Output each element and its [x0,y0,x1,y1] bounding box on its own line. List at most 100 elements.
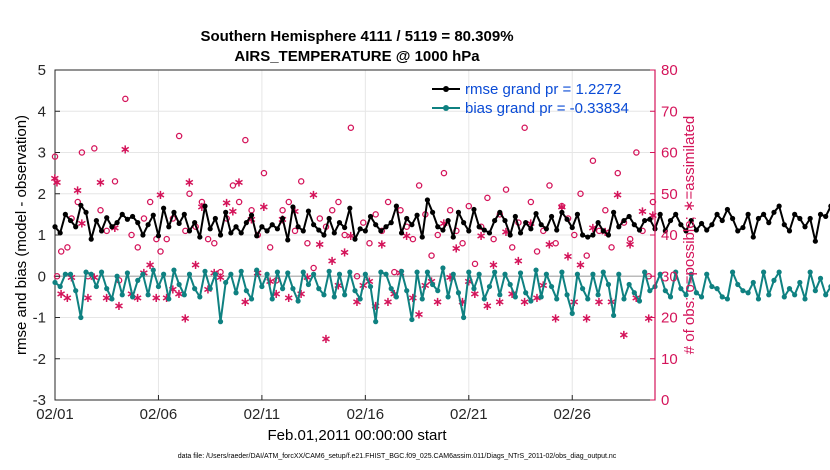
rmse-point [119,211,125,217]
left-tick-label: -2 [33,351,46,368]
obs-assimilated-point: ∗ [101,291,112,306]
rmse-point [269,222,275,228]
rmse-point [486,230,493,236]
obs-assimilated-point: ∗ [550,312,561,327]
rmse-point [409,222,415,228]
bias-point [476,271,482,277]
rmse-point [378,228,384,234]
obs-assimilated-point: ∗ [50,171,61,186]
obs-possible-point [304,239,311,247]
obs-assimilated-point: ∗ [76,217,87,232]
bias-point [605,281,612,288]
obs-possible-point [490,235,497,243]
rmse-point [755,215,762,222]
rmse-point [735,228,741,234]
rmse-point [274,226,281,232]
obs-assimilated-point: ∗ [494,295,505,310]
obs-assimilated-point: ∗ [370,299,381,314]
obs-assimilated-point: ∗ [265,274,276,289]
obs-possible-point [434,231,442,239]
left-tick-label: 2 [38,186,46,203]
bias-point [466,269,472,275]
rmse-point [321,232,327,238]
rmse-point [67,217,74,224]
bias-point [57,283,63,290]
right-tick-label: 70 [661,103,678,120]
rmse-point [424,197,431,203]
rmse-point [388,220,394,226]
obs-possible-point [440,169,448,177]
left-tick-label: 0 [38,268,46,285]
bias-point [657,271,663,277]
obs-possible-point [589,157,597,164]
bias-point [450,271,456,277]
rmse-point [673,211,679,217]
obs-assimilated-point: ∗ [647,208,658,223]
obs-possible-point [428,252,435,259]
obs-possible-point [446,206,454,214]
rmse-point [435,224,441,230]
obs-assimilated-point: ∗ [215,270,226,285]
rmse-point [429,209,436,215]
rmse-point [662,228,668,234]
rmse-point [331,230,337,236]
obs-possible-point [229,182,237,189]
obs-assimilated-point: ∗ [556,200,567,215]
left-axis-ticks: -3 -2 -1 0 1 2 3 4 5 [33,62,60,409]
chart-title: Southern Hemisphere 4111 / 5119 = 80.309… [200,28,513,45]
bias-point [254,267,260,273]
bias-point [145,292,151,298]
right-tick-label: 80 [661,62,678,79]
bias-point [507,281,513,288]
bias-point [745,290,751,296]
rmse-point [109,224,115,230]
obs-assimilated-point: ∗ [314,237,325,252]
obs-possible-point [372,211,379,218]
bias-point [129,294,136,300]
obs-assimilated-point: ∗ [463,274,474,289]
bias-point [238,268,244,274]
x-tick-label: 02/01 [36,406,74,423]
obs-possible-point [146,198,154,206]
rmse-point [171,209,177,215]
rmse-point [440,227,446,233]
rmse-point [254,233,260,239]
rmse-point [140,232,146,238]
x-tick-label: 02/21 [450,406,488,423]
bias-point [538,294,544,300]
rmse-point [605,232,612,238]
obs-assimilated-point: ∗ [110,221,121,236]
bias-point [161,271,167,277]
right-tick-label: 60 [661,145,678,162]
bias-point [729,269,736,275]
obs-possible-point [552,239,559,247]
obs-assimilated-point: ∗ [513,254,524,269]
bias-point [274,269,281,275]
obs-assimilated-point: ∗ [321,332,332,347]
obs-possible-point [163,235,170,243]
rmse-point [647,216,653,222]
rmse-point [362,228,368,234]
rmse-point [657,211,663,217]
rmse-line [54,198,830,243]
bias-point [326,268,332,274]
bias-point [150,267,156,273]
obs-assimilated-point: ∗ [95,175,106,190]
obs-possible-point [217,268,224,276]
rmse-point [104,215,110,221]
obs-possible-point [291,227,299,235]
bias-point [67,271,74,277]
obs-assimilated-point: ∗ [296,287,307,302]
bias-point [62,271,68,277]
obs-assimilated-point: ∗ [612,188,623,203]
bias-point [279,286,286,292]
obs-assimilated-point: ∗ [525,217,536,232]
obs-assimilated-point: ∗ [174,287,185,302]
obs-assimilated-point: ∗ [308,188,319,203]
rmse-point [750,234,756,240]
rmse-point [590,232,596,238]
rmse-point [347,205,353,211]
bias-point [73,288,79,294]
rmse-point [616,224,622,230]
data-file-footnote: data file: /Users/raeder/DAI/ATM_forcXX/… [178,453,617,460]
